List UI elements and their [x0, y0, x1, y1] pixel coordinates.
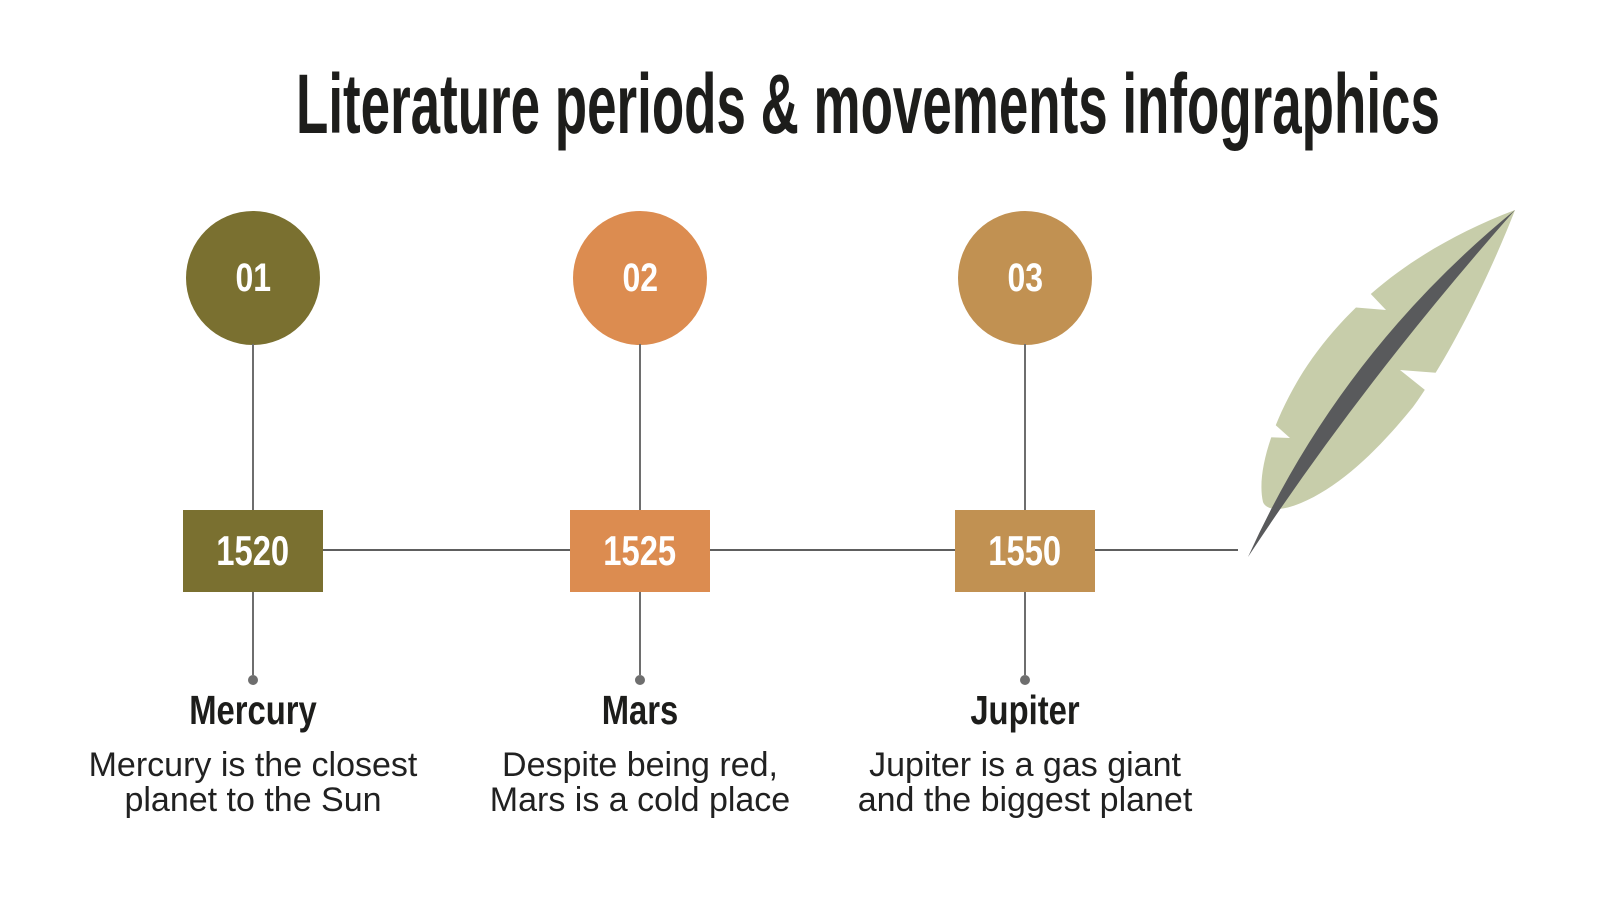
year-label-3: 1550: [988, 527, 1062, 574]
year-box-1: 1520: [183, 510, 323, 592]
year-label-1: 1520: [216, 527, 290, 574]
quill-feather-icon: [1234, 210, 1515, 557]
step-circle-2: 02: [573, 211, 707, 345]
step-number-3: 03: [1007, 256, 1043, 300]
connector-line-top-3: [1024, 344, 1026, 511]
connector-dot-2: [635, 675, 645, 685]
connector-line-bottom-3: [1024, 592, 1026, 675]
connector-line-bottom-1: [252, 592, 254, 675]
step-number-1: 01: [235, 256, 271, 300]
year-box-3: 1550: [955, 510, 1095, 592]
year-label-2: 1525: [603, 527, 677, 574]
connector-dot-3: [1020, 675, 1030, 685]
feather-notch: [1400, 370, 1465, 410]
step-circle-3: 03: [958, 211, 1092, 345]
item-name-3: Jupiter: [970, 687, 1080, 733]
item-name-1: Mercury: [189, 687, 317, 733]
connector-line-top-2: [639, 344, 641, 511]
connector-dot-1: [248, 675, 258, 685]
year-box-2: 1525: [570, 510, 710, 592]
timeline-item-3: 03 1550 Jupiter Jupiter is a gas giant a…: [845, 0, 1205, 900]
feather-notch: [1338, 270, 1386, 310]
page-title: Literature periods & movements infograph…: [296, 57, 1440, 151]
item-description-1: Mercury is the closest planet to the Sun: [88, 746, 418, 819]
item-description-2: Despite being red, Mars is a cold place: [489, 746, 791, 819]
step-number-2: 02: [622, 256, 658, 300]
timeline-item-1: 01 1520 Mercury Mercury is the closest p…: [73, 0, 433, 900]
step-circle-1: 01: [186, 211, 320, 345]
feather-notch: [1234, 395, 1290, 438]
item-description-3: Jupiter is a gas giant and the biggest p…: [857, 746, 1193, 819]
connector-line-bottom-2: [639, 592, 641, 675]
timeline-axis: [323, 549, 1238, 551]
connector-line-top-1: [252, 344, 254, 511]
item-name-2: Mars: [601, 687, 679, 733]
timeline-item-2: 02 1525 Mars Despite being red, Mars is …: [460, 0, 820, 900]
